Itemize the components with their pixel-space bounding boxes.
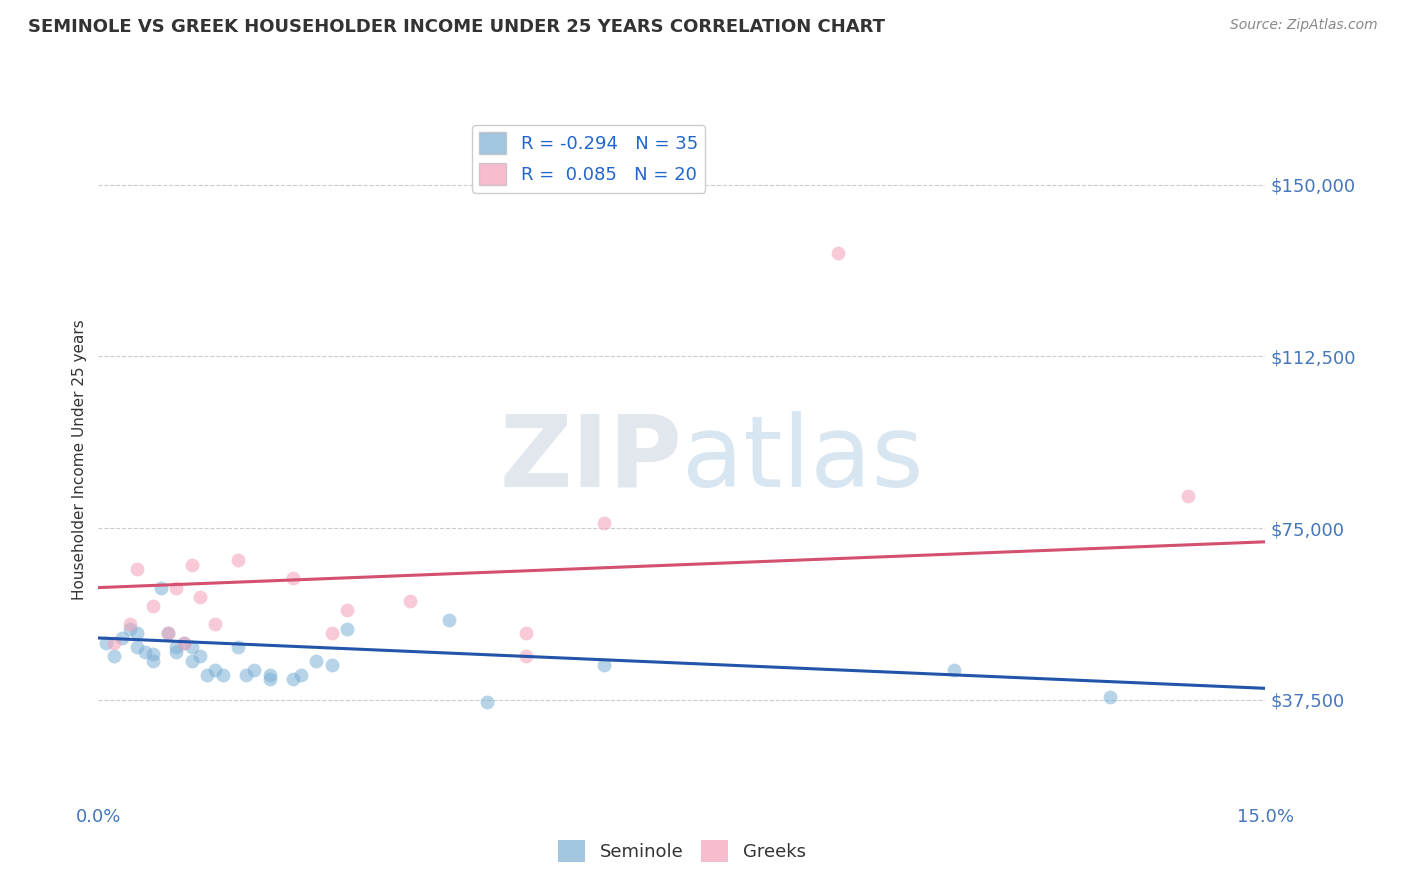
Point [195, 667, 218, 681]
Point [188, 590, 211, 604]
Point [134, 645, 156, 659]
Point [943, 663, 966, 677]
Point [188, 649, 211, 664]
Point [477, 695, 499, 709]
Text: ZIP: ZIP [499, 411, 682, 508]
Point [228, 553, 250, 567]
Point [515, 649, 537, 664]
Point [165, 640, 187, 654]
Point [243, 663, 266, 677]
Point [321, 626, 343, 640]
Text: Source: ZipAtlas.com: Source: ZipAtlas.com [1230, 18, 1378, 32]
Point [96, 635, 118, 649]
Point [515, 626, 537, 640]
Point [149, 581, 172, 595]
Point [235, 667, 257, 681]
Point [118, 617, 141, 632]
Point [103, 649, 125, 664]
Point [118, 622, 141, 636]
Point [127, 640, 149, 654]
Text: SEMINOLE VS GREEK HOUSEHOLDER INCOME UNDER 25 YEARS CORRELATION CHART: SEMINOLE VS GREEK HOUSEHOLDER INCOME UND… [28, 18, 886, 36]
Point [127, 562, 149, 576]
Point [593, 658, 616, 673]
Point [336, 622, 359, 636]
Point [212, 667, 235, 681]
Point [336, 603, 359, 617]
Point [259, 672, 281, 686]
Point [827, 246, 849, 260]
Point [1177, 489, 1199, 503]
Point [593, 516, 616, 531]
Point [180, 558, 202, 572]
Point [142, 647, 165, 661]
Point [180, 654, 202, 668]
Point [259, 667, 281, 681]
Point [165, 645, 187, 659]
Point [1098, 690, 1121, 705]
Point [180, 640, 202, 654]
Point [290, 667, 312, 681]
Legend: Seminole, Greeks: Seminole, Greeks [551, 833, 813, 870]
Point [204, 663, 226, 677]
Y-axis label: Householder Income Under 25 years: Householder Income Under 25 years [72, 319, 87, 599]
Point [173, 635, 195, 649]
Point [111, 631, 134, 645]
Point [204, 617, 226, 632]
Point [281, 571, 304, 585]
Point [127, 626, 149, 640]
Point [142, 599, 165, 613]
Text: atlas: atlas [682, 411, 924, 508]
Point [228, 640, 250, 654]
Point [142, 654, 165, 668]
Point [321, 658, 343, 673]
Point [398, 594, 420, 608]
Point [173, 635, 195, 649]
Point [437, 613, 460, 627]
Point [157, 626, 180, 640]
Point [103, 635, 125, 649]
Point [165, 581, 187, 595]
Point [281, 672, 304, 686]
Point [157, 626, 180, 640]
Point [305, 654, 328, 668]
